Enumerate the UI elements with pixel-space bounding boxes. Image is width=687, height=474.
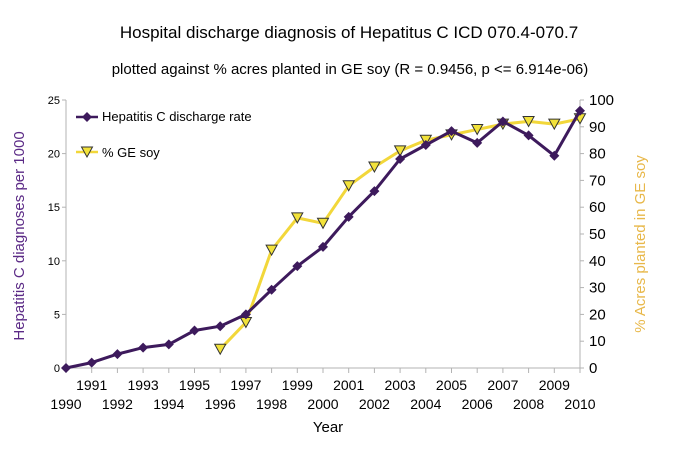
left-y-tick-label: 0 bbox=[54, 363, 60, 375]
data-point-hepatitis bbox=[523, 130, 534, 141]
series-layer bbox=[61, 105, 587, 373]
data-point-hepatitis bbox=[395, 153, 406, 164]
x-tick-label: 1990 bbox=[50, 396, 81, 412]
right-y-tick-label: 10 bbox=[589, 333, 606, 350]
x-tick-label: 1996 bbox=[205, 396, 236, 412]
right-y-tick-label: 90 bbox=[589, 119, 606, 136]
right-y-axis-label: % Acres planted in GE soy bbox=[632, 155, 649, 333]
legend-label-hepatitis: Hepatitis C discharge rate bbox=[102, 109, 252, 124]
x-tick-label: 1993 bbox=[128, 377, 159, 393]
data-point-soy bbox=[290, 212, 304, 224]
data-point-hepatitis bbox=[266, 284, 277, 295]
data-point-hepatitis bbox=[497, 116, 508, 127]
x-tick-label: 2010 bbox=[564, 396, 595, 412]
right-y-tick-label: 40 bbox=[589, 253, 606, 270]
chart-subtitle: plotted against % acres planted in GE so… bbox=[112, 61, 589, 78]
x-tick-label: 2007 bbox=[487, 377, 518, 393]
left-y-axis-ticks: 0 5 10 15 20 25 bbox=[48, 95, 66, 375]
legend-swatch-soy-marker bbox=[80, 146, 94, 159]
x-axis-label: Year bbox=[313, 419, 343, 436]
data-point-soy bbox=[265, 244, 278, 257]
x-tick-label: 1995 bbox=[179, 377, 210, 393]
left-y-axis-label: Hepatitis C diagnoses per 1000 bbox=[11, 131, 28, 340]
legend: Hepatitis C discharge rate % GE soy bbox=[76, 109, 252, 160]
data-point-hepatitis bbox=[240, 309, 251, 320]
left-y-tick-label: 5 bbox=[54, 309, 60, 321]
left-y-tick-label: 25 bbox=[48, 95, 60, 107]
x-tick-label: 2008 bbox=[513, 396, 544, 412]
right-y-tick-label: 60 bbox=[589, 199, 606, 216]
data-point-hepatitis bbox=[472, 137, 483, 148]
x-tick-label: 2003 bbox=[385, 377, 416, 393]
data-point-hepatitis bbox=[369, 186, 380, 197]
legend-label-soy: % GE soy bbox=[102, 145, 160, 160]
x-tick-label: 1992 bbox=[102, 396, 133, 412]
right-y-tick-label: 50 bbox=[589, 226, 606, 243]
data-point-hepatitis bbox=[215, 321, 226, 332]
right-y-tick-label: 30 bbox=[589, 280, 606, 297]
x-tick-label: 2006 bbox=[462, 396, 493, 412]
x-tick-label: 1998 bbox=[256, 396, 287, 412]
data-point-hepatitis bbox=[138, 342, 149, 353]
data-point-hepatitis bbox=[112, 349, 123, 360]
data-point-soy bbox=[342, 180, 356, 192]
data-point-soy bbox=[522, 115, 535, 128]
data-point-hepatitis bbox=[575, 105, 585, 116]
data-point-soy bbox=[393, 145, 407, 157]
data-point-hepatitis bbox=[189, 325, 200, 336]
data-point-hepatitis bbox=[343, 211, 354, 222]
data-point-hepatitis bbox=[446, 126, 457, 137]
data-point-soy bbox=[213, 343, 227, 356]
data-point-hepatitis bbox=[318, 241, 328, 252]
x-tick-label: 2001 bbox=[333, 377, 364, 393]
right-y-tick-label: 70 bbox=[589, 172, 606, 189]
x-tick-label: 2009 bbox=[539, 377, 570, 393]
data-point-hepatitis bbox=[549, 150, 560, 161]
x-tick-label: 2005 bbox=[436, 377, 467, 393]
x-axis-ticks: 1991 1993 1995 1997 1999 2001 2003 2005 2007 2009… bbox=[50, 368, 596, 412]
right-y-axis-ticks: 0 10 20 30 40 50 60 70 80 90 100 bbox=[580, 92, 614, 377]
data-point-hepatitis bbox=[163, 339, 174, 350]
left-y-tick-label: 20 bbox=[48, 149, 60, 161]
x-tick-label: 2002 bbox=[359, 396, 390, 412]
data-point-soy bbox=[316, 217, 330, 230]
x-tick-label: 2000 bbox=[307, 396, 338, 412]
data-point-hepatitis bbox=[420, 140, 431, 151]
data-point-hepatitis bbox=[86, 357, 97, 368]
data-point-hepatitis bbox=[61, 363, 71, 373]
data-point-soy bbox=[368, 161, 381, 174]
data-point-hepatitis bbox=[292, 261, 303, 272]
right-y-tick-label: 100 bbox=[589, 92, 614, 109]
x-tick-label: 2004 bbox=[410, 396, 441, 412]
left-y-tick-label: 10 bbox=[48, 256, 60, 268]
data-point-soy bbox=[470, 123, 484, 136]
right-y-tick-label: 20 bbox=[589, 306, 606, 323]
legend-swatch-hepatitis-marker bbox=[82, 112, 92, 122]
x-tick-label: 1997 bbox=[230, 377, 261, 393]
right-y-tick-label: 0 bbox=[589, 360, 597, 377]
chart-title: Hospital discharge diagnosis of Hepatitu… bbox=[120, 23, 578, 42]
plot-area bbox=[65, 100, 581, 369]
data-point-soy bbox=[547, 118, 561, 131]
x-tick-label: 1994 bbox=[153, 396, 184, 412]
right-y-tick-label: 80 bbox=[589, 146, 606, 163]
left-y-tick-label: 15 bbox=[48, 202, 60, 214]
x-tick-label: 1991 bbox=[76, 377, 107, 393]
x-tick-label: 1999 bbox=[282, 377, 313, 393]
